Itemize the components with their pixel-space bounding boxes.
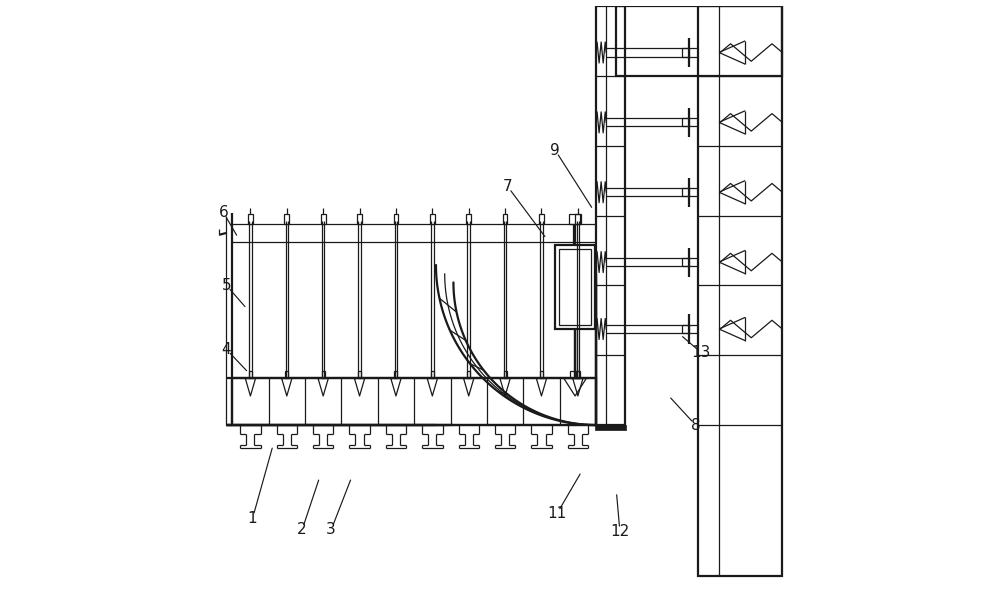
- Bar: [466, 214, 471, 225]
- Bar: [539, 214, 544, 225]
- Bar: [248, 214, 253, 225]
- Bar: [569, 214, 581, 225]
- Bar: [576, 371, 579, 378]
- Text: 4: 4: [222, 342, 231, 357]
- Bar: [616, 6, 782, 76]
- Bar: [555, 245, 595, 329]
- Text: 7: 7: [503, 179, 512, 194]
- Bar: [559, 249, 591, 325]
- Bar: [321, 214, 326, 225]
- Bar: [682, 49, 689, 56]
- Bar: [322, 371, 325, 378]
- Text: 8: 8: [691, 418, 700, 432]
- Bar: [570, 371, 580, 378]
- Bar: [430, 214, 435, 225]
- Bar: [682, 188, 689, 196]
- Text: 13: 13: [691, 345, 711, 360]
- Text: 12: 12: [610, 524, 630, 539]
- Bar: [504, 371, 507, 378]
- Bar: [284, 214, 289, 225]
- Bar: [595, 425, 626, 429]
- Text: 1: 1: [248, 511, 257, 526]
- Text: 2: 2: [297, 522, 307, 538]
- Text: 5: 5: [222, 278, 231, 293]
- Bar: [358, 371, 361, 378]
- Text: 3: 3: [326, 522, 336, 538]
- Bar: [698, 6, 782, 576]
- Bar: [682, 325, 689, 333]
- Text: 11: 11: [547, 506, 567, 521]
- Bar: [249, 371, 252, 378]
- Bar: [682, 118, 689, 127]
- Bar: [232, 378, 596, 425]
- Text: 9: 9: [550, 143, 560, 158]
- Bar: [394, 214, 398, 225]
- Bar: [540, 371, 543, 378]
- Bar: [575, 214, 580, 225]
- Bar: [503, 214, 507, 225]
- Bar: [682, 258, 689, 266]
- Bar: [467, 371, 470, 378]
- Bar: [357, 214, 362, 225]
- Text: 6: 6: [219, 205, 228, 220]
- Bar: [285, 371, 288, 378]
- Bar: [394, 371, 397, 378]
- Bar: [431, 371, 434, 378]
- Bar: [596, 6, 625, 425]
